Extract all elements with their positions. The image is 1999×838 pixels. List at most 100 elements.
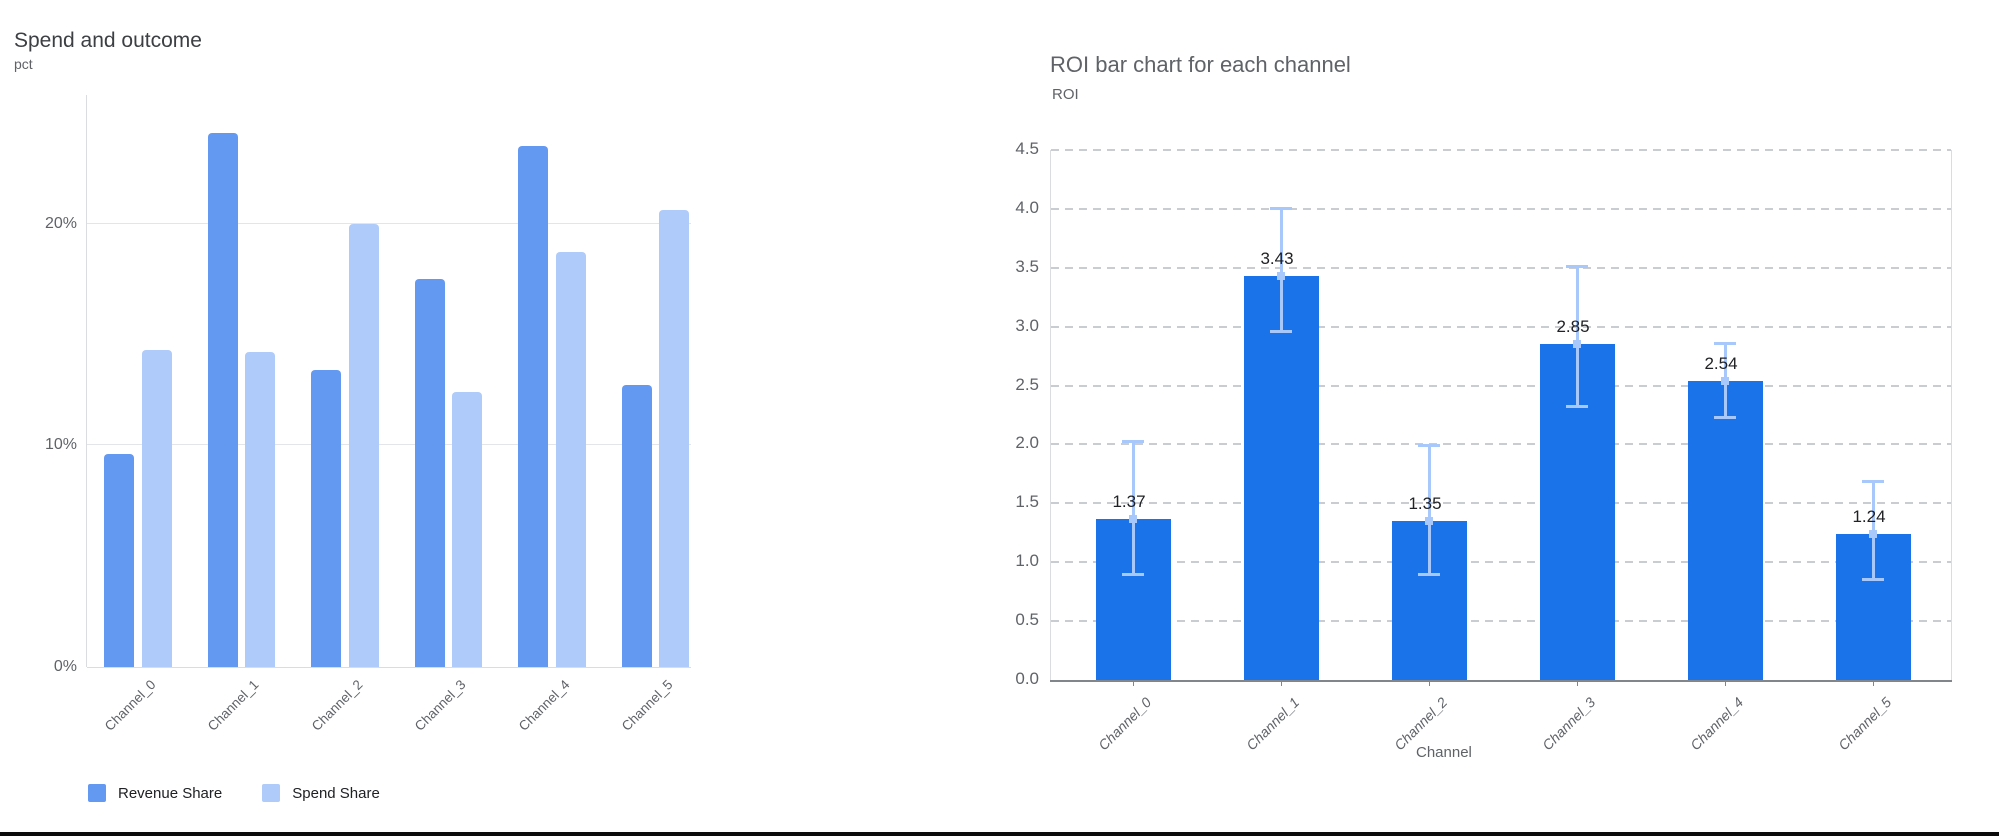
y-tick-label: 0.5	[1015, 610, 1039, 630]
bar-spend-share[interactable]	[452, 392, 482, 667]
y-tick-label: 2.0	[1015, 433, 1039, 453]
right-x-axis-title: Channel	[1416, 744, 1472, 761]
legend-swatch	[88, 784, 106, 802]
bar-spend-share[interactable]	[245, 352, 275, 667]
right-chart-title: ROI bar chart for each channel	[1050, 52, 1351, 78]
error-bar-line	[1427, 444, 1431, 577]
x-axis-tick	[1281, 680, 1282, 686]
left-y-axis-unit: pct	[14, 56, 33, 72]
bar-value-label: 2.54	[1704, 353, 1738, 373]
bar-revenue-share[interactable]	[621, 385, 652, 667]
error-bar-cap-top	[1418, 444, 1440, 448]
bar-spend-share[interactable]	[555, 252, 586, 667]
grid-line	[1051, 620, 1951, 623]
legend-item-spend-share[interactable]: Spend Share	[262, 784, 380, 802]
x-axis-tick	[1429, 680, 1430, 686]
y-tick-label: 4.0	[1015, 197, 1039, 217]
spend-outcome-chart-card: Spend and outcome pct 0% 10% 20% Channel_0 C…	[0, 0, 760, 838]
y-tick-label: 2.5	[1015, 374, 1039, 394]
grid-line	[1051, 207, 1951, 210]
left-plot-area: 0% 10% 20% Channel_0 Channel_1 Channel_2 Chann…	[45, 95, 691, 734]
error-bar-cap-top	[1270, 206, 1292, 210]
roi-bar[interactable]	[1243, 276, 1319, 680]
right-y-axis-unit: ROI	[1052, 86, 1079, 103]
grid-line	[87, 444, 691, 446]
grid-line	[1051, 561, 1951, 564]
x-axis-tick	[1577, 680, 1578, 686]
x-tick-label: Channel_5	[1835, 694, 1895, 754]
y-tick-label: 0%	[53, 658, 77, 675]
x-tick-label: Channel_3	[411, 677, 469, 734]
grid-line	[87, 222, 691, 224]
y-tick-label: 1.0	[1015, 551, 1039, 571]
bar-spend-share[interactable]	[141, 349, 172, 667]
grid-line	[1051, 325, 1951, 328]
legend-swatch	[262, 784, 281, 802]
left-legend: Revenue Share Spend Share	[88, 784, 380, 802]
grid-line	[1051, 384, 1951, 387]
y-tick-label: 4.5	[1015, 139, 1039, 158]
error-bar-line	[1575, 265, 1579, 408]
bar-revenue-share[interactable]	[104, 454, 134, 667]
error-bar-cap-top	[1714, 341, 1736, 345]
error-bar-line	[1279, 206, 1283, 333]
legend-label: Spend Share	[292, 784, 380, 802]
roi-chart-card: ROI bar chart for each channel ROI 0.0 0.…	[820, 0, 1999, 838]
window-bottom-border	[0, 832, 1999, 836]
x-axis-line	[87, 667, 691, 668]
grid-line	[1051, 149, 1951, 151]
x-axis-tick	[1873, 680, 1874, 686]
bar-spend-share[interactable]	[348, 223, 379, 667]
bar-value-label: 3.43	[1260, 249, 1294, 269]
error-bar-line	[1131, 439, 1135, 577]
error-bar-marker	[1425, 517, 1433, 525]
bar-revenue-share[interactable]	[414, 279, 445, 667]
bar-spend-share[interactable]	[659, 210, 689, 667]
x-tick-label: Channel_4	[515, 677, 573, 734]
roi-bar[interactable]	[1687, 380, 1763, 680]
y-tick-label: 1.5	[1015, 492, 1039, 512]
bar-revenue-share[interactable]	[518, 146, 548, 667]
error-bar-cap-top	[1566, 265, 1588, 269]
error-bar-cap-bottom	[1418, 573, 1440, 577]
grid-line	[1051, 266, 1951, 269]
y-tick-label: 3.5	[1015, 256, 1039, 276]
y-tick-label: 20%	[44, 214, 77, 232]
error-bar-marker	[1573, 340, 1581, 349]
bar-revenue-share[interactable]	[311, 369, 341, 667]
error-bar-marker	[1721, 376, 1729, 385]
error-bar-cap-bottom	[1862, 578, 1884, 582]
x-tick-label: Channel_1	[1243, 694, 1303, 754]
error-bar-cap-bottom	[1566, 404, 1588, 408]
error-bar-cap-top	[1862, 479, 1884, 483]
error-bar-marker	[1129, 514, 1137, 523]
x-tick-label: Channel_2	[308, 677, 366, 734]
x-axis-tick	[1725, 680, 1726, 686]
x-tick-label: Channel_2	[1391, 694, 1451, 754]
error-bar-cap-bottom	[1122, 573, 1144, 577]
right-plot-area: 0.0 0.5 1.0 1.5 2.0 2.5 3.0 3.5 4.0 4.5 1.37 Channe…	[1015, 139, 1952, 753]
legend-label: Revenue Share	[118, 784, 223, 802]
bar-revenue-share[interactable]	[207, 132, 238, 667]
y-tick-label: 3.0	[1015, 315, 1039, 335]
error-bar-cap-top	[1122, 439, 1144, 443]
left-chart-title: Spend and outcome	[14, 29, 202, 53]
grid-line	[1051, 443, 1951, 446]
x-tick-label: Channel_1	[204, 677, 262, 734]
bar-value-label: 1.24	[1852, 506, 1886, 526]
error-bar-cap-bottom	[1714, 415, 1736, 419]
error-bar-marker	[1869, 529, 1877, 538]
bar-value-label: 1.35	[1408, 494, 1442, 513]
x-tick-label: Channel_5	[618, 677, 676, 734]
y-tick-label: 0.0	[1015, 669, 1039, 688]
x-tick-label: Channel_0	[101, 677, 159, 734]
legend-item-revenue-share[interactable]: Revenue Share	[88, 784, 222, 802]
x-tick-label: Channel_4	[1687, 694, 1747, 754]
bar-value-label: 2.85	[1556, 317, 1590, 337]
grid-line	[1051, 502, 1951, 505]
error-bar-cap-bottom	[1270, 329, 1292, 333]
x-tick-label: Channel_0	[1095, 694, 1155, 754]
error-bar-marker	[1277, 272, 1285, 281]
x-axis-tick	[1133, 680, 1134, 686]
y-tick-label: 10%	[44, 436, 77, 454]
